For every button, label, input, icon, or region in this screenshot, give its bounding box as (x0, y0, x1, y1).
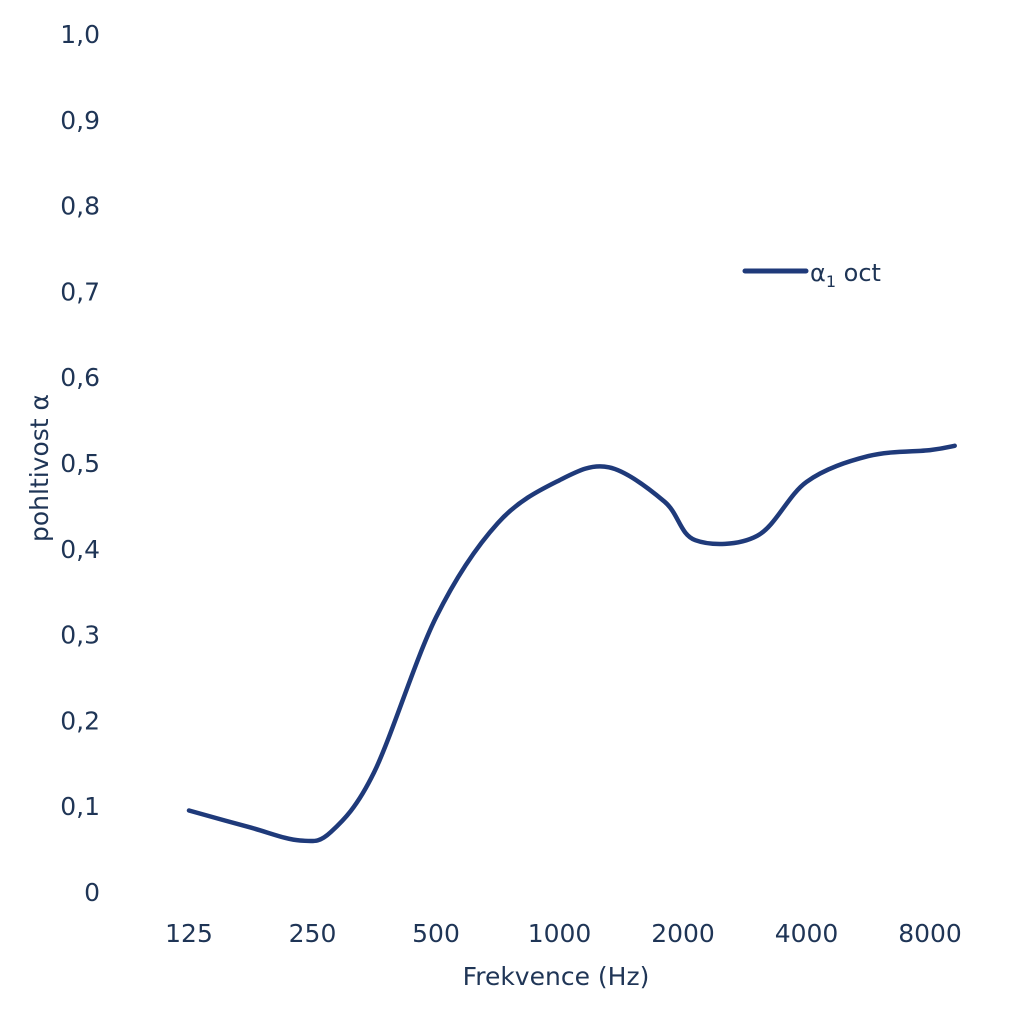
x-axis-title: Frekvence (Hz) (463, 962, 650, 991)
x-tick-label: 500 (412, 919, 460, 948)
y-tick-label: 0,5 (60, 449, 100, 478)
y-tick-label: 0,4 (60, 535, 100, 564)
series-line-0 (186, 443, 957, 844)
x-tick-label: 250 (289, 919, 337, 948)
y-tick-label: 0 (84, 878, 100, 907)
x-tick-label: 2000 (651, 919, 715, 948)
legend: α1 oct (742, 259, 881, 291)
x-tick-label: 8000 (898, 919, 962, 948)
series-layer (186, 443, 957, 844)
x-tick-label: 1000 (528, 919, 592, 948)
y-tick-label: 0,7 (60, 277, 100, 306)
y-tick-label: 1,0 (60, 20, 100, 49)
x-tick-label: 4000 (775, 919, 839, 948)
y-tick-label: 0,1 (60, 792, 100, 821)
y-tick-label: 0,9 (60, 106, 100, 135)
x-axis-ticks: 125 250 500 1000 2000 4000 8000 (165, 919, 962, 948)
y-axis-ticks: 1,0 0,9 0,8 0,7 0,6 0,5 0,4 0,3 0,2 0,1 0 (60, 20, 100, 907)
y-tick-label: 0,8 (60, 192, 100, 221)
legend-label: α1 oct (810, 259, 881, 291)
y-tick-label: 0,6 (60, 363, 100, 392)
y-tick-label: 0,2 (60, 706, 100, 735)
y-tick-label: 0,3 (60, 621, 100, 650)
x-tick-label: 125 (165, 919, 213, 948)
y-axis-title: pohltivost α (25, 394, 54, 542)
